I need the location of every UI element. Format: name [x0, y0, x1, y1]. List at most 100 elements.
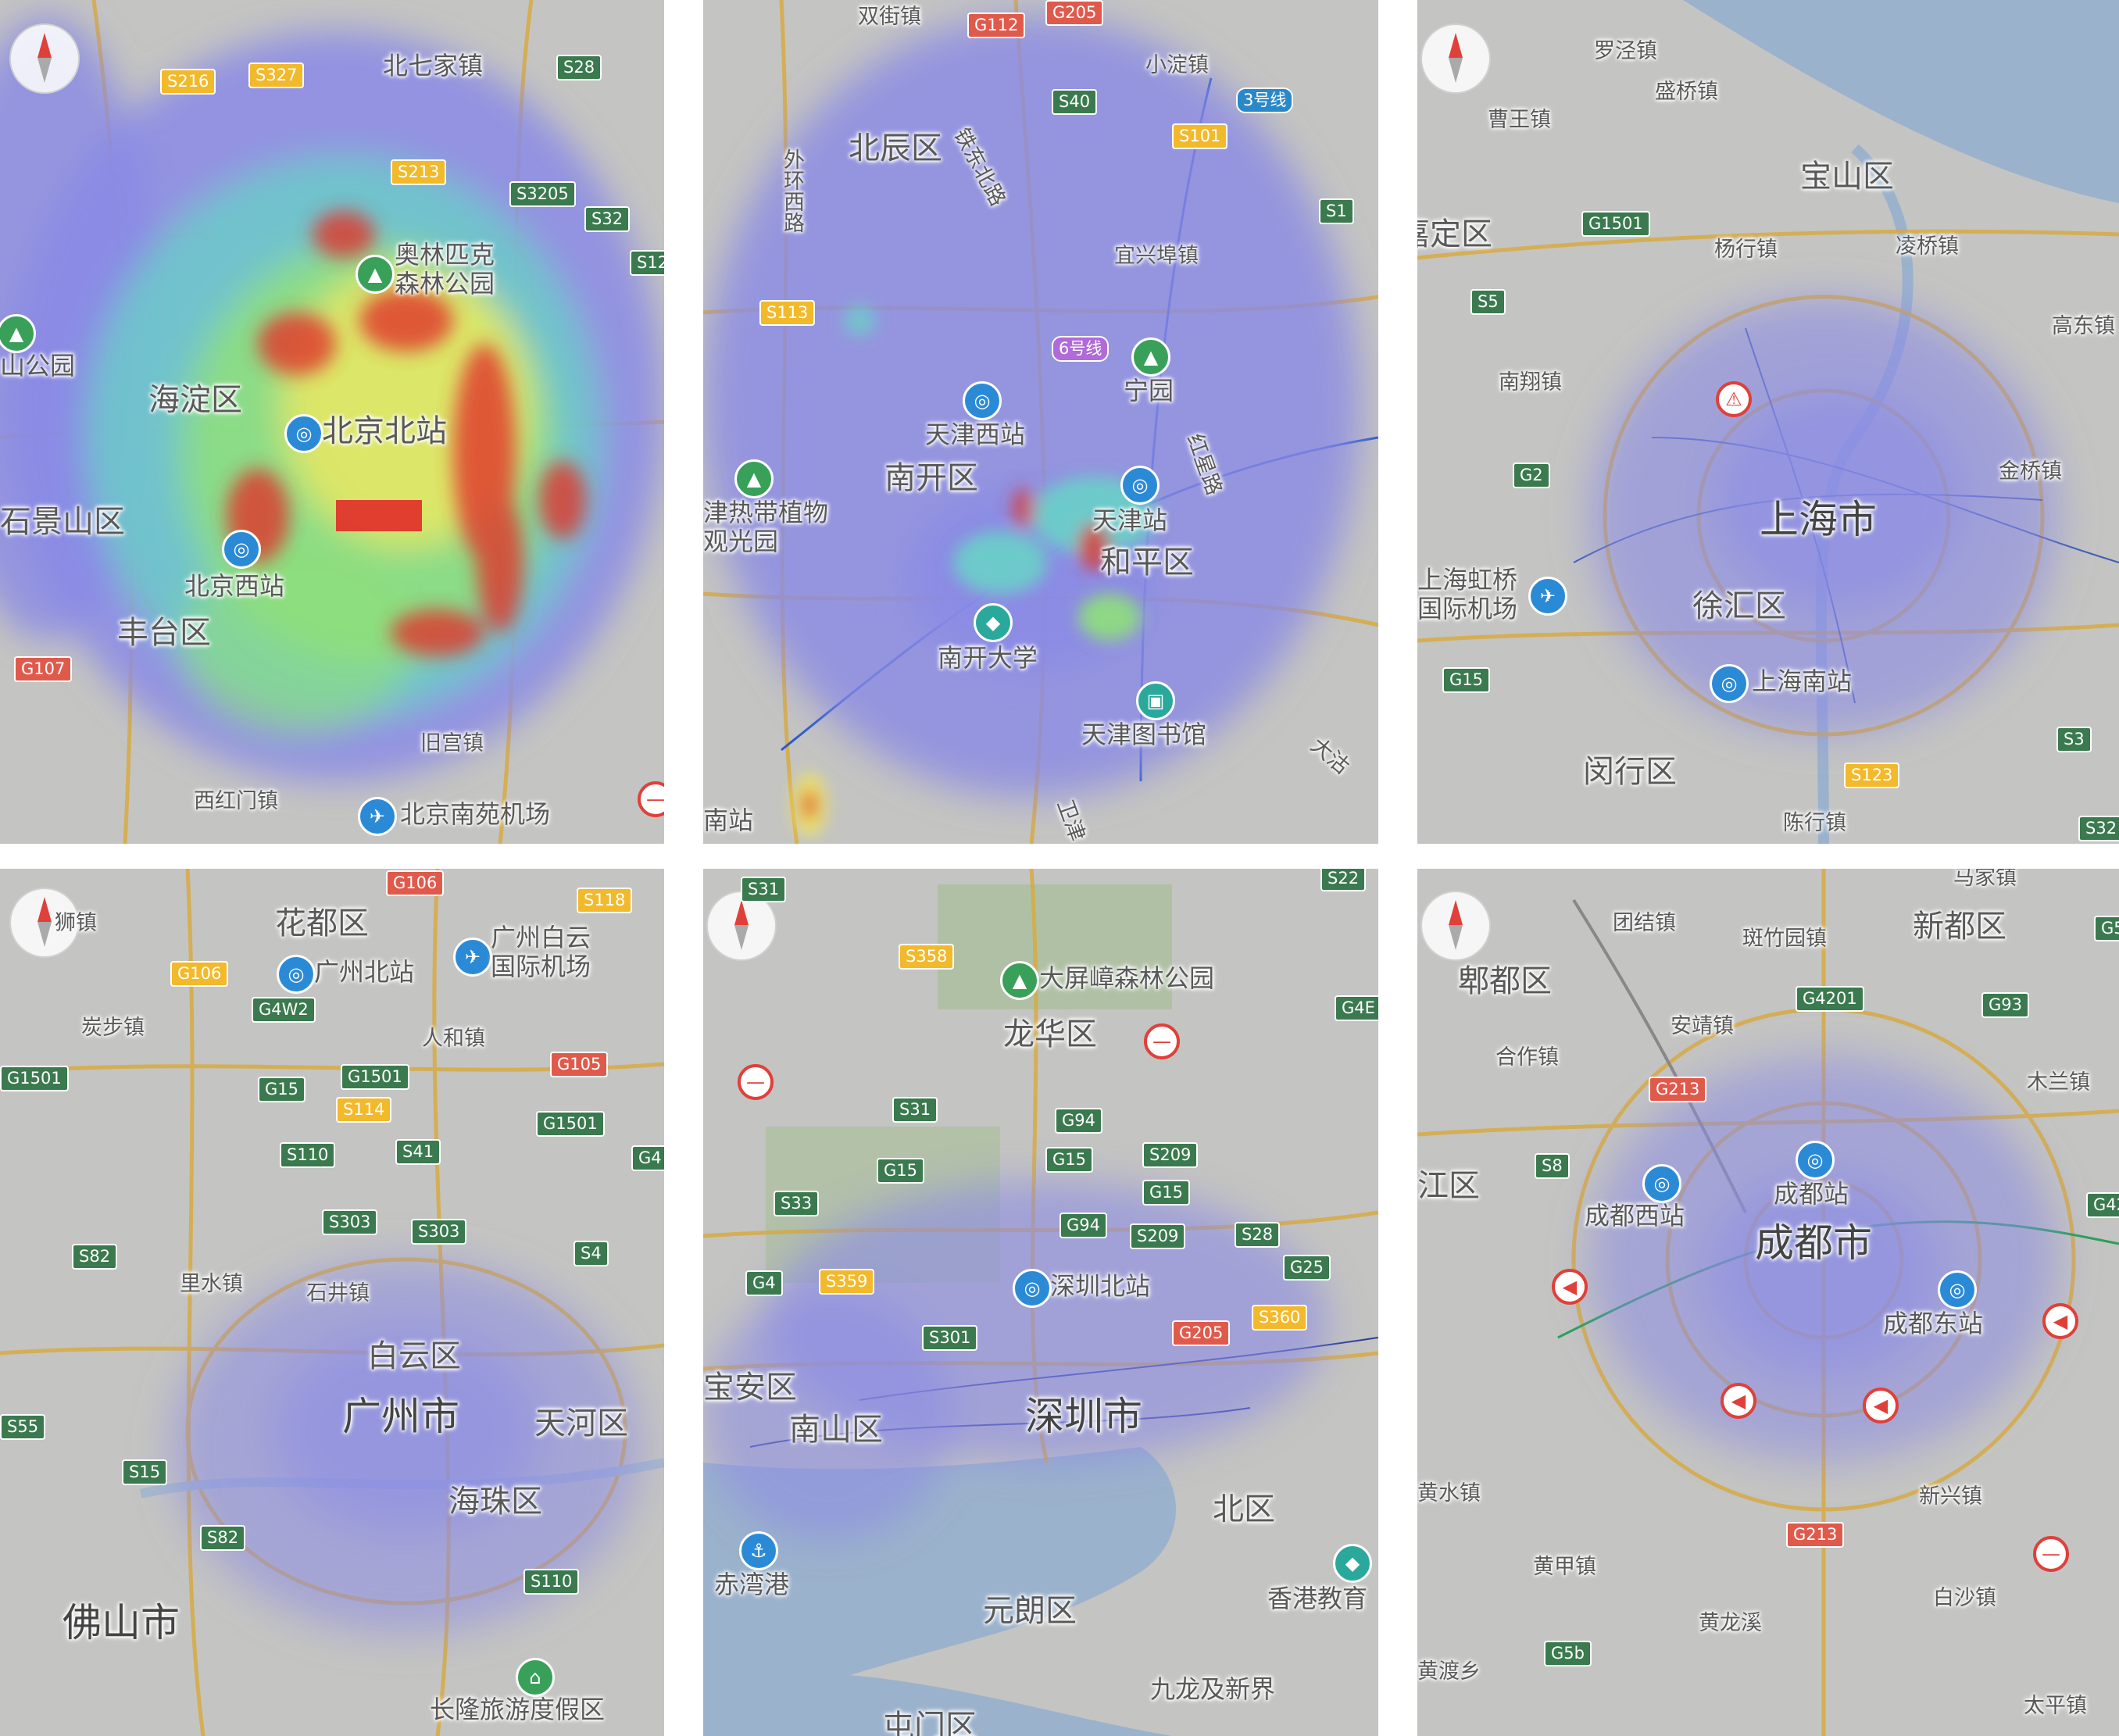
airport-icon[interactable]: ✈ [453, 938, 492, 977]
train-station-icon[interactable]: ◎ [1013, 1269, 1052, 1308]
district-label: 海珠区 [448, 1484, 542, 1520]
map-label: 黄龙溪 [1699, 1611, 1762, 1635]
train-station-icon[interactable]: ◎ [1710, 664, 1749, 703]
map-label: 曹王镇 [1488, 108, 1551, 132]
road-shield: S209 [1142, 1142, 1199, 1169]
road-shield: G15 [1045, 1147, 1093, 1173]
airport-icon[interactable]: ✈ [1528, 577, 1567, 616]
map-label: 旧宫镇 [420, 731, 484, 755]
guangzhou-map-layer [0, 869, 664, 1736]
road-shield: S327 [248, 63, 305, 89]
resort-icon[interactable]: ⌂ [516, 1658, 555, 1697]
map-panel-tianjin[interactable]: 双街镇 G112 G205 小淀镇 3号线 S40 S101 北辰区 铁东北路 … [703, 0, 1378, 844]
map-panel-chengdu[interactable]: 马家镇 团结镇 新都区 G5 斑竹园镇 郫都区 G4201 G93 安靖镇 合作… [1417, 869, 2119, 1736]
district-label: 天河区 [534, 1406, 628, 1441]
library-icon[interactable]: ▣ [1136, 681, 1175, 720]
road-shield: S213 [391, 159, 447, 186]
airport-label: 广州白云 国际机场 [491, 923, 591, 981]
map-label: 小淀镇 [1145, 53, 1209, 77]
train-station-icon[interactable]: ◎ [1120, 466, 1160, 505]
district-label: 新都区 [1913, 909, 2006, 945]
road-shield: S12 [630, 250, 664, 277]
map-label: 陈行镇 [1783, 811, 1846, 835]
park-icon[interactable]: ▲ [734, 459, 774, 498]
compass-icon[interactable] [9, 888, 80, 958]
education-icon[interactable]: ◆ [1333, 1544, 1372, 1583]
train-station-icon[interactable]: ◎ [284, 414, 323, 453]
map-label: 北七家镇 [383, 51, 484, 80]
train-station-icon[interactable]: ◎ [222, 530, 261, 569]
district-label: 闵行区 [1583, 754, 1677, 790]
map-panel-shanghai[interactable]: 罗泾镇 盛桥镇 曹王镇 宝山区 嘉定区 G1501 杨行镇 凌桥镇 S5 高东镇… [1417, 0, 2119, 844]
university-icon[interactable]: ◆ [974, 603, 1013, 642]
road-shield: S303 [411, 1219, 467, 1245]
speaker-alert-icon[interactable]: ◀ [1552, 1269, 1588, 1305]
district-label: 宝安区 [703, 1370, 797, 1406]
road-shield: G4 [745, 1270, 783, 1297]
road-shield: G1501 [341, 1064, 409, 1091]
road-shield: S28 [1235, 1222, 1281, 1248]
map-label: 九龙及新界 [1150, 1674, 1276, 1704]
compass-icon[interactable] [1420, 23, 1491, 94]
train-station-icon[interactable]: ◎ [277, 955, 316, 994]
road-shield: S28 [556, 55, 602, 81]
city-label: 广州市 [342, 1394, 459, 1439]
road-shield: S32 [584, 206, 631, 233]
map-label: 安靖镇 [1671, 1014, 1734, 1038]
map-label: 太平镇 [2024, 1694, 2087, 1718]
district-label: 龙华区 [1003, 1016, 1097, 1052]
compass-icon[interactable] [1420, 891, 1491, 961]
road-shield: S303 [322, 1209, 378, 1236]
road-shield: S55 [0, 1414, 46, 1441]
park-icon[interactable]: ▲ [1000, 961, 1039, 1000]
road-shield: S5 [1470, 289, 1506, 316]
shenzhen-map-layer [703, 869, 1378, 1736]
map-label: 西红门镇 [194, 789, 278, 813]
park-icon[interactable]: ▲ [0, 314, 36, 353]
train-station-icon[interactable]: ◎ [1938, 1270, 1977, 1309]
road-shield: G15 [258, 1077, 306, 1103]
map-panel-beijing[interactable]: S216 S327 S28 S213 S3205 S32 S12 G107 北七… [0, 0, 664, 844]
district-label: 郫都区 [1458, 963, 1552, 999]
road-shield: S113 [759, 300, 816, 327]
district-label: 海淀区 [148, 382, 242, 418]
map-label: 新兴镇 [1919, 1484, 1982, 1509]
airport-icon[interactable]: ✈ [358, 797, 397, 836]
park-icon[interactable]: ▲ [356, 255, 395, 294]
port-icon[interactable]: ⚓ [739, 1531, 778, 1570]
district-label: 元朗区 [983, 1593, 1077, 1629]
speaker-alert-icon[interactable]: ◀ [1863, 1388, 1899, 1423]
map-label: 里水镇 [180, 1272, 243, 1296]
no-entry-icon[interactable]: ⚠ [1716, 381, 1752, 417]
speaker-alert-icon[interactable]: ◀ [1721, 1383, 1756, 1419]
map-label: 奥林匹克 森林公园 [395, 240, 495, 298]
district-label: 北辰区 [849, 130, 942, 166]
district-label: 宝山区 [1800, 159, 1894, 195]
road-shield: S114 [336, 1097, 392, 1123]
map-label: 南翔镇 [1499, 370, 1562, 395]
no-entry-icon[interactable]: — [738, 1064, 774, 1100]
park-icon[interactable]: ▲ [1131, 338, 1170, 377]
road-shield: S123 [1844, 763, 1900, 789]
district-label: 徐汇区 [1692, 588, 1786, 624]
compass-icon[interactable] [9, 23, 80, 94]
speaker-alert-icon[interactable]: ◀ [2042, 1303, 2078, 1339]
station-label: 上海南站 [1752, 666, 1853, 696]
map-panel-guangzhou[interactable]: 狮镇 G106 花都区 S118 ✈ 广州白云 国际机场 G106 ◎ 广州北站… [0, 869, 664, 1736]
map-panel-shenzhen[interactable]: S31 S22 S358 ▲ 大屏嶂森林公园 G4E 龙华区 — — S31 G… [703, 869, 1378, 1736]
metro-line-badge: 6号线 [1052, 336, 1110, 363]
road-shield: G107 [14, 656, 73, 683]
beijing-map-layer [0, 0, 664, 844]
train-station-icon[interactable]: ◎ [1642, 1164, 1681, 1203]
map-label: 宜兴埠镇 [1114, 244, 1199, 268]
map-label: 白沙镇 [1933, 1586, 1996, 1610]
train-station-icon[interactable]: ◎ [1796, 1141, 1835, 1180]
no-entry-icon[interactable]: — [1144, 1023, 1180, 1059]
no-entry-icon[interactable]: — [2033, 1536, 2069, 1572]
no-entry-icon[interactable]: — [638, 781, 664, 817]
map-label: 南站 [703, 805, 754, 835]
road-shield: G94 [1060, 1213, 1107, 1239]
road-shield: S216 [160, 69, 216, 95]
train-station-icon[interactable]: ◎ [963, 381, 1002, 420]
road-shield: S31 [741, 877, 787, 903]
